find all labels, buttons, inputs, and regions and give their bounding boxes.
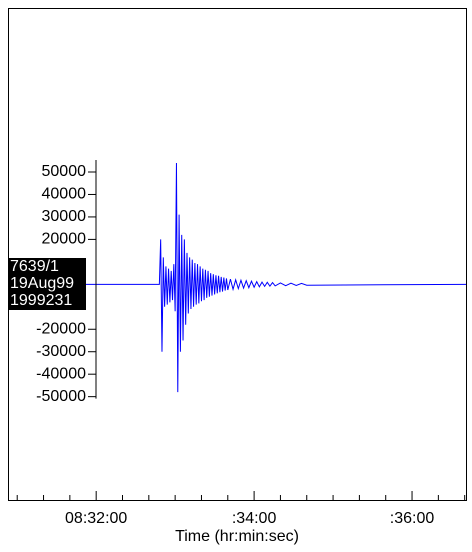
station-label: 7639/1	[10, 258, 59, 275]
station-label: 1999231	[10, 292, 72, 309]
station-label: 19Aug99	[10, 275, 74, 292]
y-tick-label: -40000	[36, 365, 86, 382]
y-tick-label: -20000	[36, 320, 86, 337]
y-tick-label: 30000	[42, 208, 87, 225]
x-tick-label: :34:00	[232, 510, 277, 527]
x-tick-label: 08:32:00	[65, 510, 127, 527]
y-tick-label: 40000	[42, 186, 87, 203]
x-axis-label: Time (hr:min:sec)	[175, 528, 299, 545]
y-tick-label: -50000	[36, 388, 86, 405]
y-tick-label: -30000	[36, 343, 86, 360]
y-tick-label: 20000	[42, 231, 87, 248]
x-tick-label: :36:00	[390, 510, 435, 527]
waveform	[8, 163, 467, 393]
plot-frame	[8, 8, 467, 501]
station-label-box	[8, 258, 86, 310]
y-tick-label: 50000	[42, 163, 87, 180]
